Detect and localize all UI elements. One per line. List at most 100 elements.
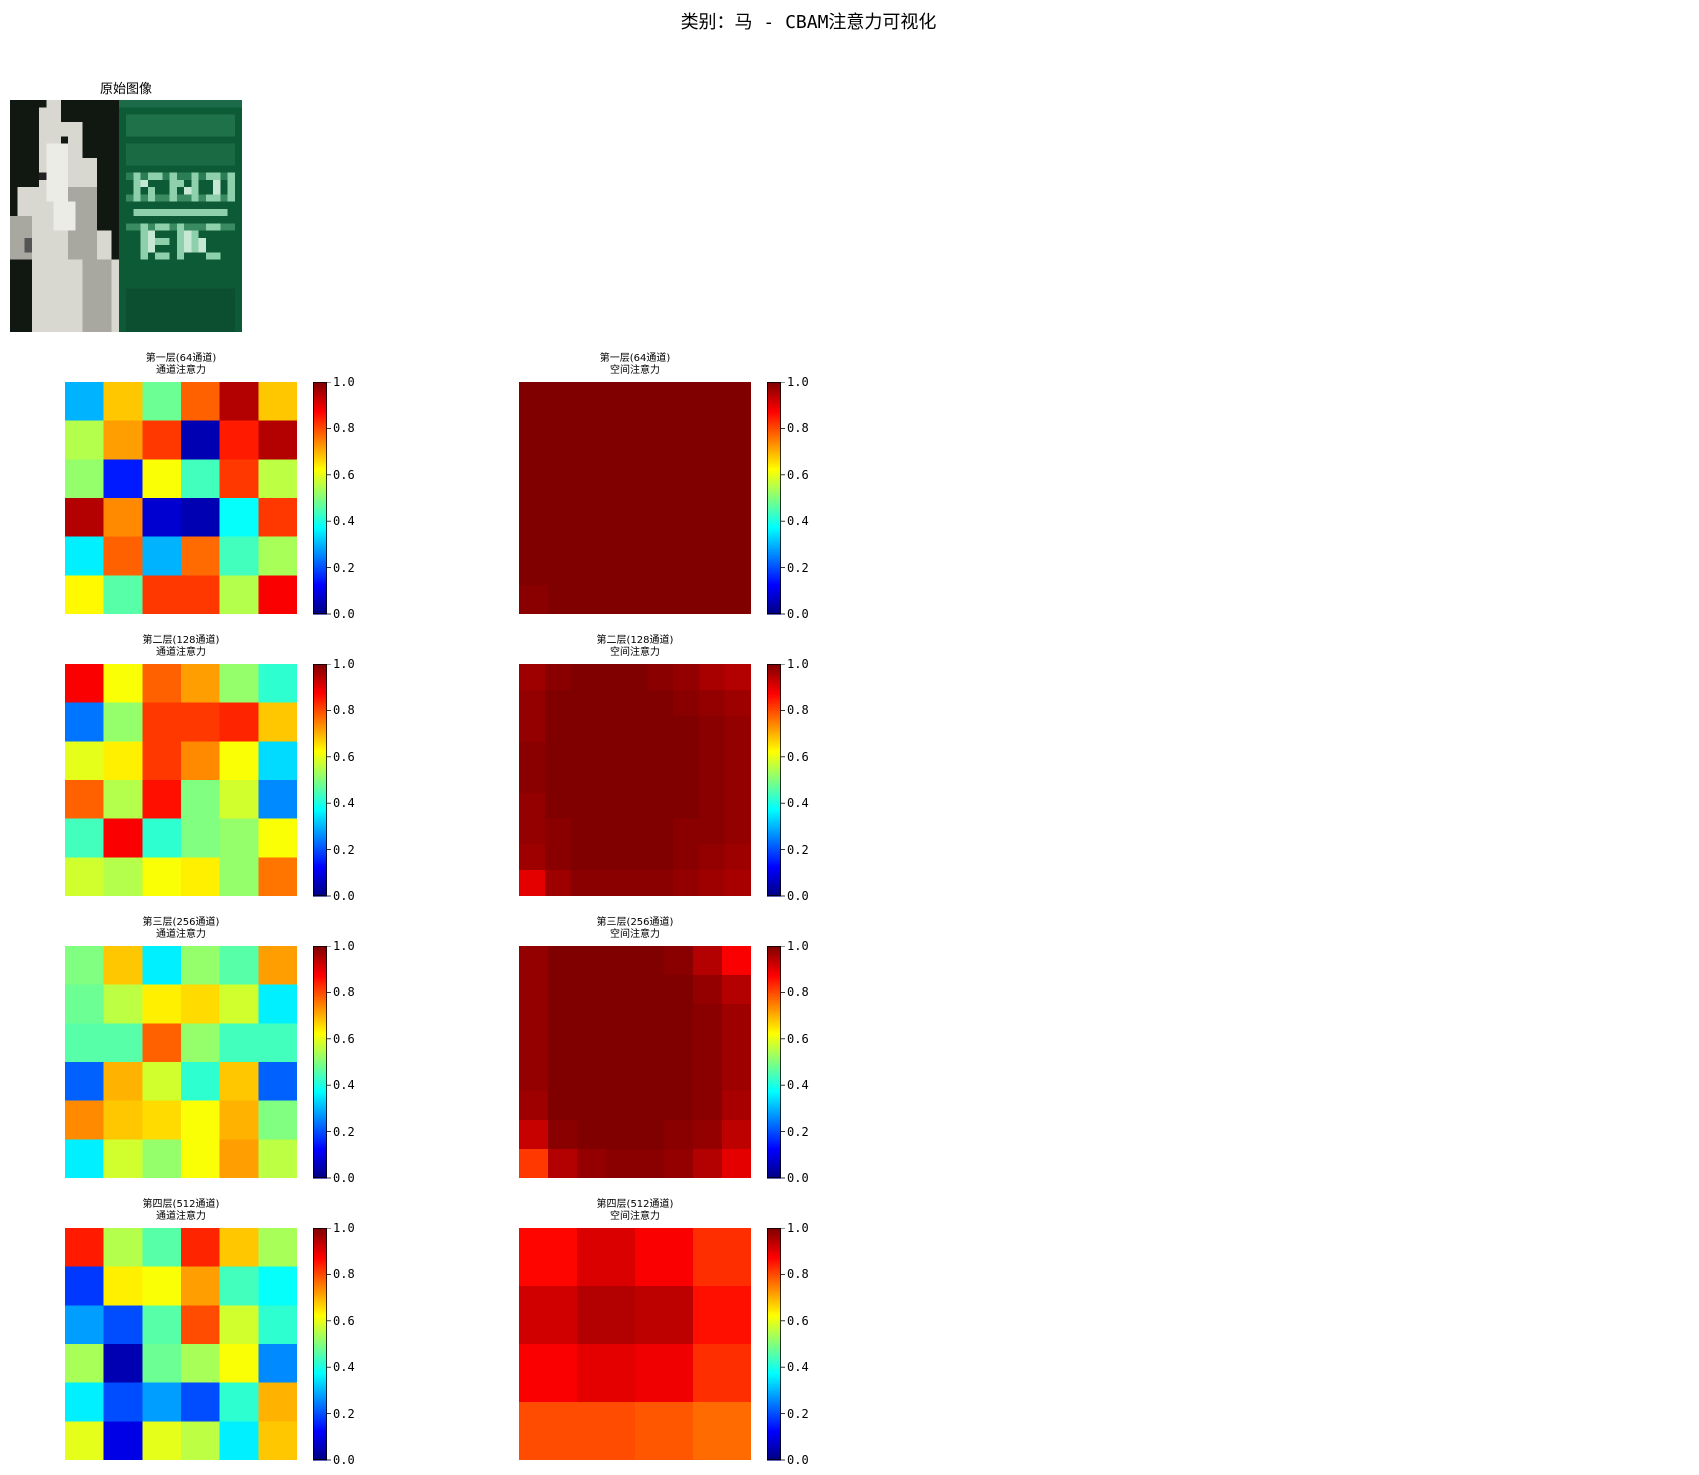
colorbar-segment bbox=[767, 868, 781, 872]
heatmap-cell bbox=[606, 498, 636, 528]
heatmap-cell bbox=[606, 527, 636, 557]
colorbar-segment bbox=[767, 1017, 781, 1021]
colorbar-segment bbox=[313, 863, 327, 867]
colorbar-segment bbox=[767, 572, 781, 576]
colorbar-segment bbox=[313, 590, 327, 594]
layer1-channel-attention-heatmap bbox=[65, 382, 297, 614]
colorbar-segment bbox=[767, 705, 781, 709]
heatmap-cell bbox=[103, 1421, 143, 1460]
colorbar-segment bbox=[767, 742, 781, 746]
colorbar-segment bbox=[313, 579, 327, 583]
heatmap-cell bbox=[181, 702, 221, 742]
heatmap-cell bbox=[722, 975, 751, 1005]
heatmap-cell bbox=[635, 440, 665, 470]
colorbar-segment bbox=[313, 957, 327, 961]
heatmap-cell bbox=[635, 382, 665, 412]
heatmap-cell bbox=[519, 411, 549, 441]
heatmap-cell bbox=[219, 1062, 259, 1102]
colorbar-segment bbox=[767, 1036, 781, 1040]
heatmap-cell bbox=[664, 1033, 694, 1063]
colorbar-segment bbox=[767, 1166, 781, 1170]
heatmap-cell bbox=[722, 585, 751, 614]
colorbar-segment bbox=[767, 442, 781, 446]
colorbar-segment bbox=[767, 1397, 781, 1401]
colorbar-segment bbox=[313, 668, 327, 672]
heatmap-cell bbox=[142, 498, 182, 538]
colorbar-segment bbox=[767, 1292, 781, 1296]
colorbar-segment bbox=[767, 1078, 781, 1082]
heatmap-cell bbox=[181, 1100, 221, 1140]
heatmap-cell bbox=[219, 818, 259, 858]
colorbar-segment bbox=[313, 1316, 327, 1320]
heatmap-cell bbox=[622, 792, 649, 820]
heatmap-cell bbox=[258, 1382, 297, 1422]
colorbar-segment bbox=[313, 402, 327, 406]
heatmap-cell bbox=[258, 536, 297, 576]
colorbar-segment bbox=[313, 817, 327, 821]
heatmap-cell bbox=[142, 1062, 182, 1102]
colorbar-segment bbox=[313, 684, 327, 688]
colorbar-segment bbox=[313, 479, 327, 483]
colorbar-segment bbox=[767, 486, 781, 490]
colorbar-frame bbox=[767, 946, 781, 1178]
colorbar-segment bbox=[767, 414, 781, 418]
heatmap-cell bbox=[693, 1286, 751, 1345]
heatmap-cell bbox=[664, 1120, 694, 1150]
heatmap-cell bbox=[722, 1120, 751, 1150]
heatmap-cell bbox=[548, 382, 578, 412]
layer1-channel-colorbar bbox=[313, 382, 331, 615]
colorbar-segment bbox=[767, 738, 781, 742]
colorbar-segment bbox=[313, 1071, 327, 1075]
heatmap-cell bbox=[103, 857, 143, 896]
colorbar-segment bbox=[313, 868, 327, 872]
colorbar-segment bbox=[313, 851, 327, 855]
colorbar-segment bbox=[313, 1143, 327, 1147]
heatmap-cell bbox=[647, 689, 675, 717]
colorbar-segment bbox=[313, 477, 327, 481]
colorbar-segment bbox=[767, 1311, 781, 1315]
heatmap-cell bbox=[142, 382, 182, 422]
colorbar-segment bbox=[767, 1062, 781, 1065]
colorbar-tick-label: 0.2 bbox=[787, 1406, 809, 1421]
heatmap-cell bbox=[693, 946, 723, 976]
colorbar-segment bbox=[767, 1013, 781, 1017]
colorbar-tick-label: 0.4 bbox=[787, 796, 809, 811]
colorbar-segment bbox=[767, 1043, 781, 1047]
heatmap-cell bbox=[142, 946, 182, 986]
colorbar-segment bbox=[767, 759, 781, 763]
heatmap-cell bbox=[606, 1062, 636, 1092]
colorbar-segment bbox=[767, 391, 781, 395]
layer1-spatial-colorbar bbox=[767, 382, 785, 615]
colorbar-segment bbox=[767, 775, 781, 779]
heatmap-cell bbox=[65, 1023, 105, 1063]
colorbar-segment bbox=[313, 1397, 327, 1401]
heatmap-cell bbox=[693, 440, 723, 470]
colorbar-segment bbox=[313, 472, 327, 476]
colorbar-segment bbox=[313, 805, 327, 809]
colorbar-segment bbox=[767, 1334, 781, 1338]
colorbar-tick-label: 0.6 bbox=[787, 1313, 809, 1328]
colorbar-segment bbox=[313, 1150, 327, 1154]
heatmap-cell bbox=[181, 1062, 221, 1102]
colorbar-segment bbox=[313, 891, 327, 895]
heatmap-cell bbox=[65, 1062, 105, 1102]
colorbar-segment bbox=[767, 819, 781, 823]
colorbar-segment bbox=[767, 858, 781, 862]
colorbar-segment bbox=[767, 872, 781, 876]
heatmap-cell bbox=[258, 664, 297, 704]
colorbar-segment bbox=[313, 588, 327, 592]
heatmap-cell bbox=[258, 498, 297, 538]
colorbar-segment bbox=[313, 946, 327, 949]
heatmap-cell bbox=[519, 1004, 549, 1034]
heatmap-cell bbox=[577, 1228, 636, 1287]
colorbar-segment bbox=[767, 465, 781, 469]
layer1-spatial-attention-heatmap bbox=[519, 382, 751, 614]
colorbar-tick-label: 0.0 bbox=[787, 607, 809, 621]
panel-title-line: 第四层(512通道) bbox=[596, 1199, 674, 1210]
heatmap-cell bbox=[103, 1228, 143, 1268]
colorbar-segment bbox=[313, 509, 327, 513]
colorbar-segment bbox=[767, 537, 781, 541]
colorbar-segment bbox=[767, 1269, 781, 1273]
colorbar-tick-label: 0.8 bbox=[787, 421, 809, 436]
heatmap-cell bbox=[65, 1421, 105, 1460]
